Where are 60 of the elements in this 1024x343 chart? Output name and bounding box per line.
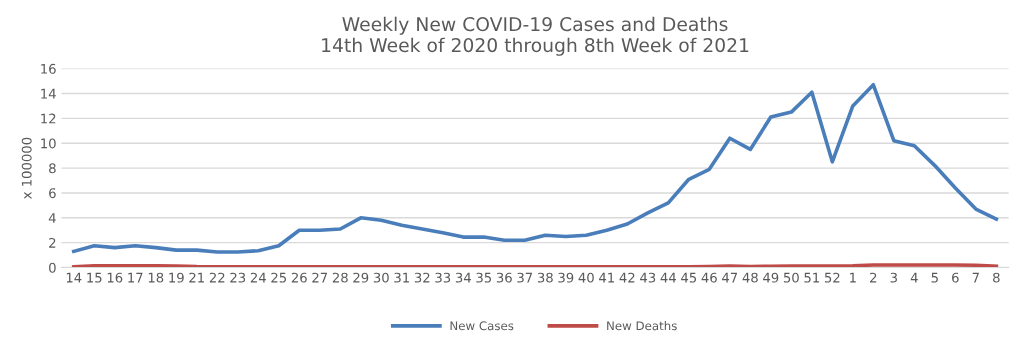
y-tick-label: 2 bbox=[49, 237, 56, 248]
y-tick-label: 12 bbox=[41, 113, 56, 124]
y-axis-title: x 100000 bbox=[21, 137, 32, 199]
x-tick-label: 28 bbox=[332, 272, 348, 283]
x-tick-label: 32 bbox=[414, 272, 430, 283]
y-tick-label: 10 bbox=[41, 138, 56, 149]
x-tick-label: 21 bbox=[189, 272, 204, 283]
x-tick-label: 46 bbox=[701, 272, 717, 283]
x-tick-label: 42 bbox=[619, 272, 635, 283]
x-tick-label: 24 bbox=[250, 272, 266, 283]
x-tick-label: 17 bbox=[128, 272, 143, 283]
x-tick-label: 19 bbox=[169, 272, 184, 283]
x-tick-label: 49 bbox=[763, 272, 779, 283]
x-tick-label: 39 bbox=[558, 272, 574, 283]
x-tick-label: 41 bbox=[599, 272, 614, 283]
x-tick-label: 7 bbox=[972, 272, 979, 283]
x-tick-label: 37 bbox=[517, 272, 533, 283]
x-tick-label: 52 bbox=[824, 272, 840, 283]
x-tick-label: 35 bbox=[476, 272, 492, 283]
x-tick-label: 36 bbox=[496, 272, 512, 283]
legend-label: New Cases bbox=[450, 321, 514, 331]
x-tick-label: 8 bbox=[993, 272, 1000, 283]
x-tick-label: 3 bbox=[890, 272, 897, 283]
x-tick-label: 27 bbox=[312, 272, 328, 283]
y-tick-label: 8 bbox=[49, 163, 56, 174]
line-series bbox=[71, 82, 999, 254]
x-tick-label: 22 bbox=[209, 272, 225, 283]
x-tick-label: 47 bbox=[722, 272, 738, 283]
x-tick-label: 25 bbox=[271, 272, 287, 283]
x-tick-label: 33 bbox=[435, 272, 451, 283]
x-tick-label: 48 bbox=[742, 272, 758, 283]
x-tick-label: 50 bbox=[783, 272, 799, 283]
y-tick-label: 16 bbox=[41, 63, 56, 74]
chart-title: Weekly New COVID-19 Cases and Deaths 14th Week of 2020 through 8th Week of 2021 bbox=[322, 16, 749, 56]
x-tick-label: 38 bbox=[537, 272, 553, 283]
y-tick-label: 4 bbox=[48, 213, 56, 223]
x-tick-label: 44 bbox=[660, 272, 676, 283]
x-tick-label: 6 bbox=[952, 272, 959, 283]
x-tick-label: 51 bbox=[804, 272, 819, 283]
x-tick-label: 5 bbox=[931, 272, 938, 283]
x-tick-label: 45 bbox=[681, 272, 697, 283]
x-tick-label: 34 bbox=[455, 272, 471, 283]
x-tick-label: 2 bbox=[870, 272, 877, 283]
x-tick-label: 4 bbox=[910, 272, 918, 283]
x-tick-label: 1 bbox=[850, 272, 856, 283]
legend-label: New Deaths bbox=[607, 321, 677, 331]
x-tick-label: 26 bbox=[291, 272, 307, 283]
x-tick-label: 30 bbox=[373, 272, 389, 283]
x-tick-label: 23 bbox=[230, 272, 246, 283]
x-tick-label: 15 bbox=[87, 272, 102, 283]
x-tick-label: 16 bbox=[107, 272, 123, 283]
y-tick-label: 6 bbox=[49, 188, 56, 199]
x-tick-label: 40 bbox=[578, 272, 594, 283]
y-tick-label: 14 bbox=[41, 88, 56, 99]
y-tick-label: 0 bbox=[49, 262, 56, 273]
x-tick-label: 43 bbox=[640, 272, 656, 283]
x-tick-label: 31 bbox=[394, 272, 409, 283]
x-tick-label: 18 bbox=[148, 272, 164, 283]
x-tick-label: 14 bbox=[66, 272, 82, 283]
x-tick-label: 29 bbox=[353, 272, 369, 283]
